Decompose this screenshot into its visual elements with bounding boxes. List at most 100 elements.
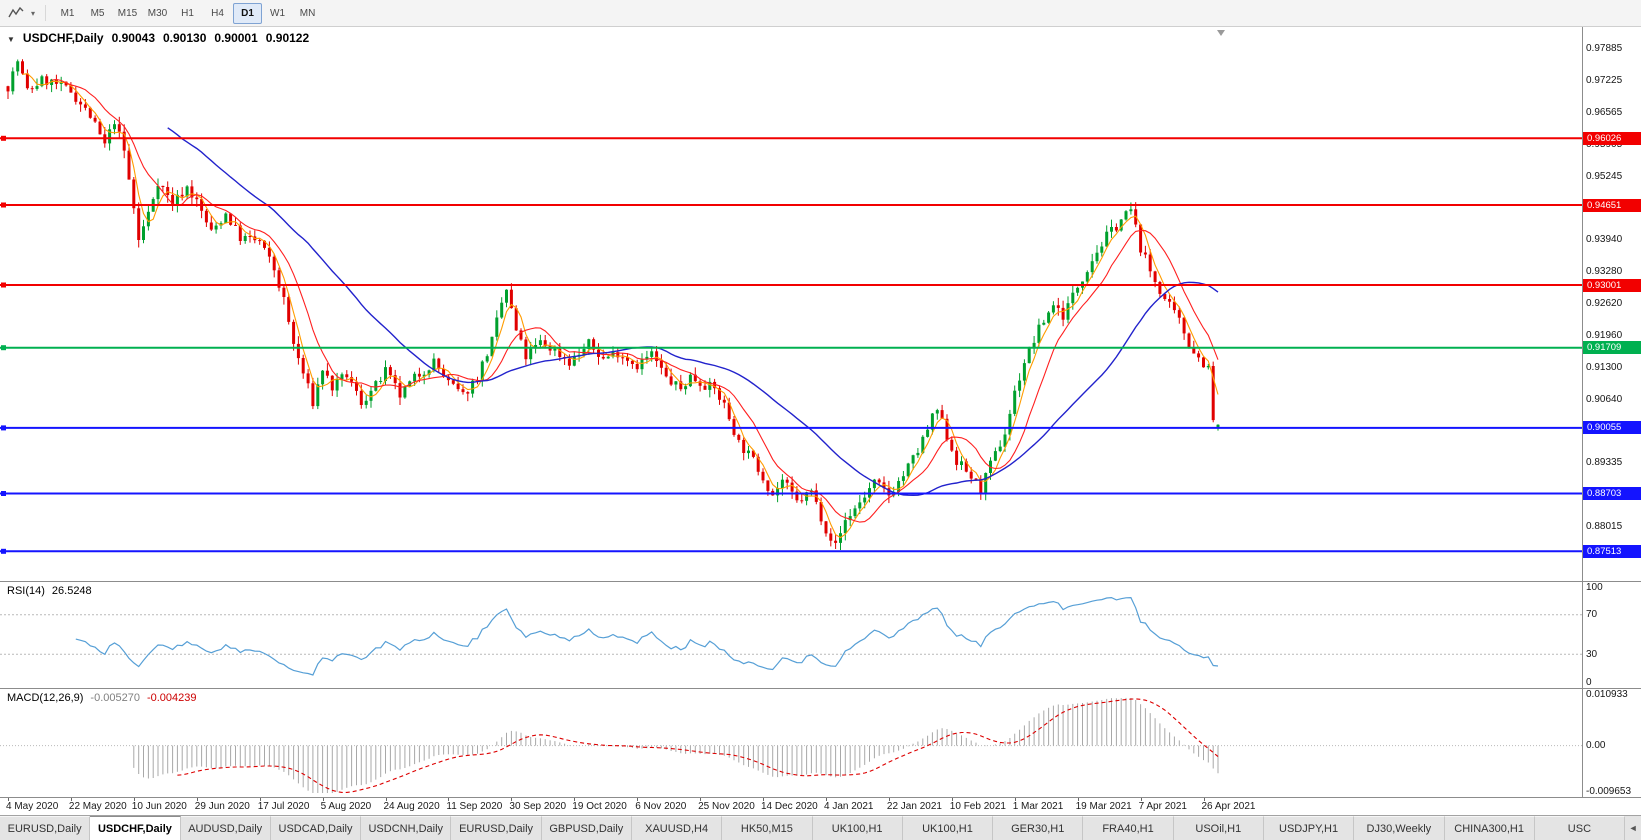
rsi-label: RSI(14) 26.5248	[7, 585, 92, 597]
price-level-badge-0.88703: 0.88703	[1583, 487, 1641, 500]
toolbar-dropdown-arrow-icon[interactable]: ▾	[31, 8, 36, 18]
tab-eurusd-daily[interactable]: EURUSD,Daily	[451, 816, 542, 840]
price-level-badge-0.94651: 0.94651	[1583, 198, 1641, 212]
price-chart-area[interactable]: ▼ USDCHF,Daily 0.90043 0.90130 0.90001 0…	[0, 27, 1583, 581]
timeframe-button-m15[interactable]: M15	[117, 7, 138, 19]
hline-anchor	[1, 345, 6, 351]
time-tick-mark	[133, 798, 135, 801]
tab-audusd-daily[interactable]: AUDUSD,Daily	[180, 816, 271, 840]
tab-ger30-h1[interactable]: GER30,H1	[993, 816, 1084, 840]
timeframe-button-d1[interactable]: D1	[233, 2, 263, 24]
time-label: 19 Oct 2020	[572, 801, 627, 812]
hline-anchor	[1, 135, 6, 141]
timeframe-button-w1[interactable]: W1	[270, 7, 286, 19]
rsi-chart-area[interactable]: RSI(14) 26.5248	[0, 582, 1583, 688]
time-tick-mark	[385, 798, 387, 801]
macd-signal-value: -0.004239	[146, 692, 197, 704]
time-tick-mark	[322, 798, 324, 801]
price-level-badge-0.87513: 0.87513	[1583, 544, 1641, 558]
price-tick: 0.95245	[1586, 170, 1623, 182]
rsi-tick: 0	[1586, 677, 1592, 688]
candlestick-chart-svg	[0, 30, 1582, 554]
tab-usdjpy-h1[interactable]: USDJPY,H1	[1263, 816, 1355, 840]
price-tick: 0.91960	[1586, 330, 1623, 341]
tab-xauusd-h4[interactable]: XAUUSD,H4	[631, 816, 723, 840]
ma-mid-red	[51, 78, 1219, 523]
time-tick-mark	[196, 798, 198, 801]
time-tick-mark	[511, 798, 513, 801]
hline-anchor	[1, 202, 6, 208]
hline-anchor	[1, 548, 6, 554]
price-tick: 0.89335	[1586, 457, 1623, 469]
tab-uk100-h1[interactable]: UK100,H1	[812, 816, 903, 840]
time-label: 6 Nov 2020	[635, 801, 687, 812]
macd-label: MACD(12,26,9) -0.005270 -0.004239	[7, 692, 197, 704]
chart-shift-marker[interactable]	[1217, 30, 1225, 36]
chart-tools-icon[interactable]	[5, 3, 27, 23]
toolbar-separator	[45, 5, 47, 21]
time-label: 17 Jul 2020	[257, 801, 310, 812]
time-tick-mark	[70, 798, 72, 801]
tab-scroll-arrow[interactable]: ◄	[1625, 816, 1641, 840]
macd-chart-area[interactable]: MACD(12,26,9) -0.005270 -0.004239	[0, 689, 1583, 797]
rsi-tick: 100	[1586, 582, 1603, 593]
tab-eurusd-daily[interactable]: EURUSD,Daily	[0, 816, 91, 840]
time-label: 10 Feb 2021	[949, 801, 1006, 812]
tab-usdchf-daily[interactable]: USDCHF,Daily	[90, 816, 181, 840]
tab-gbpusd-daily[interactable]: GBPUSD,Daily	[541, 816, 632, 840]
rsi-axis[interactable]: 100 70 30 0	[1583, 582, 1641, 688]
chart-symbol-title: USDCHF,Daily	[22, 31, 104, 45]
rsi-chart-svg	[0, 596, 1582, 676]
time-label: 1 Mar 2021	[1012, 801, 1064, 812]
timeframe-button-h4[interactable]: H4	[211, 7, 224, 19]
time-tick-mark	[8, 798, 9, 801]
time-tick-mark	[574, 798, 576, 801]
tab-dj30-weekly[interactable]: DJ30,Weekly	[1354, 816, 1445, 840]
chart-header: ▼ USDCHF,Daily 0.90043 0.90130 0.90001 0…	[7, 31, 309, 45]
timeframe-button-m5[interactable]: M5	[90, 7, 105, 19]
price-level-badge-0.91709: 0.91709	[1583, 341, 1641, 355]
timeframe-button-h1[interactable]: H1	[181, 7, 194, 19]
time-tick-mark	[1203, 798, 1205, 801]
chart-collapse-icon[interactable]: ▼	[7, 35, 15, 44]
rsi-tick: 30	[1586, 648, 1598, 660]
tab-usc[interactable]: USC	[1534, 816, 1626, 840]
price-axis[interactable]: 0.978850.972250.965650.959050.952450.939…	[1583, 27, 1641, 581]
main-chart-pane: ▼ USDCHF,Daily 0.90043 0.90130 0.90001 0…	[0, 27, 1641, 581]
price-tick: 0.96565	[1586, 106, 1623, 118]
timeframe-button-m1[interactable]: M1	[60, 7, 75, 19]
macd-name: MACD(12,26,9)	[7, 692, 84, 704]
price-tick: 0.90640	[1586, 394, 1623, 406]
tab-fra40-h1[interactable]: FRA40,H1	[1083, 816, 1174, 840]
time-label: 4 Jan 2021	[824, 801, 874, 812]
timeframe-button-mn[interactable]: MN	[299, 7, 316, 19]
time-label: 11 Sep 2020	[446, 801, 503, 812]
timeframe-group: M1 M5 M15 M30 H1 H4 D1 W1 MN	[53, 2, 322, 24]
time-tick-mark	[637, 798, 639, 801]
time-label: 29 Jun 2020	[194, 801, 250, 812]
time-label: 25 Nov 2020	[698, 801, 755, 812]
toolbar: ▾ M1 M5 M15 M30 H1 H4 D1 W1 MN	[0, 0, 1641, 27]
ohlc-high: 0.90130	[163, 31, 207, 45]
macd-tick: 0.010933	[1586, 689, 1628, 700]
timeframe-button-m30[interactable]: M30	[147, 7, 168, 19]
tab-usdcnh-daily[interactable]: USDCNH,Daily	[361, 816, 452, 840]
tab-uk100-h1[interactable]: UK100,H1	[902, 816, 994, 840]
ma-fast-orange	[22, 73, 1219, 539]
price-level-badge-0.90055: 0.90055	[1583, 421, 1641, 435]
price-tick: 0.93940	[1586, 234, 1623, 245]
chart-panes: ▼ USDCHF,Daily 0.90043 0.90130 0.90001 0…	[0, 27, 1641, 815]
tab-hk50-m15[interactable]: HK50,M15	[722, 816, 813, 840]
tab-usoil-h1[interactable]: USOil,H1	[1173, 816, 1264, 840]
tab-usdcad-daily[interactable]: USDCAD,Daily	[270, 816, 362, 840]
price-tick: 0.88015	[1586, 521, 1623, 533]
macd-axis[interactable]: 0.010933 0.00 -0.009653	[1583, 689, 1641, 797]
time-axis[interactable]: 4 May 2020 22 May 2020 10 Jun 2020 29 Jun 2…	[0, 797, 1641, 815]
time-label: 22 May 2020	[68, 801, 127, 812]
rsi-value: 26.5248	[51, 585, 92, 597]
hline-anchor	[1, 425, 6, 431]
time-tick-mark	[1077, 798, 1079, 801]
ohlc-open: 0.90043	[111, 31, 155, 45]
macd-tick: 0.00	[1586, 740, 1606, 752]
tab-china300-h1[interactable]: CHINA300,H1	[1444, 816, 1535, 840]
